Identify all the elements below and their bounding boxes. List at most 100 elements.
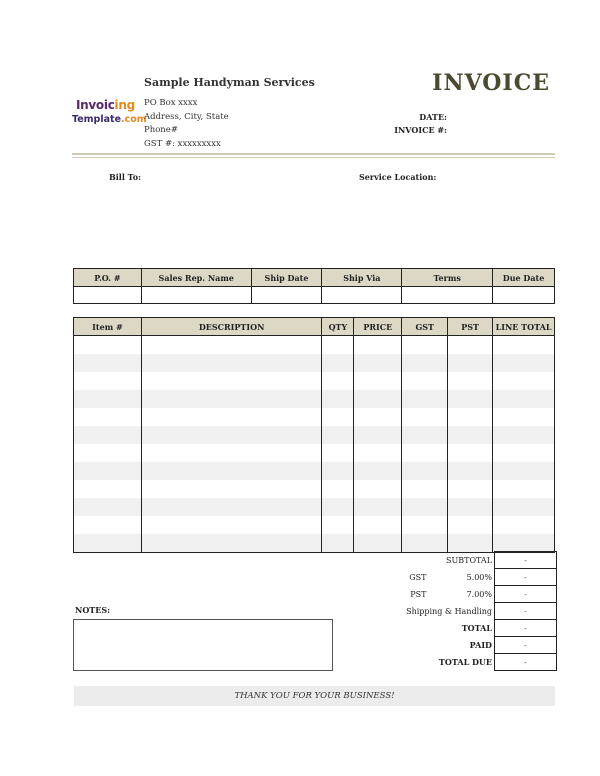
line-total-cell[interactable]: [492, 516, 555, 534]
pst-cell[interactable]: [447, 480, 494, 498]
pst-cell[interactable]: [447, 534, 494, 553]
ship-via-cell[interactable]: [321, 286, 403, 304]
line-total-cell[interactable]: [492, 444, 555, 462]
price-cell[interactable]: [353, 462, 403, 480]
item-cell[interactable]: [73, 516, 142, 534]
sales-rep-cell[interactable]: [140, 286, 252, 304]
pst-cell[interactable]: [447, 354, 494, 372]
price-cell[interactable]: [353, 444, 403, 462]
pst-cell[interactable]: [447, 335, 494, 354]
item-cell[interactable]: [73, 534, 142, 553]
line-total-cell[interactable]: [492, 335, 555, 354]
qty-cell[interactable]: [321, 426, 355, 444]
qty-cell[interactable]: [321, 444, 355, 462]
price-cell[interactable]: [353, 426, 403, 444]
item-cell[interactable]: [73, 372, 142, 390]
line-total-cell[interactable]: [492, 426, 555, 444]
description-cell[interactable]: [140, 390, 323, 408]
gst-cell[interactable]: [401, 390, 449, 408]
line-total-cell[interactable]: [492, 480, 555, 498]
gst-cell[interactable]: [401, 462, 449, 480]
item-cell[interactable]: [73, 335, 142, 354]
qty-cell[interactable]: [321, 480, 355, 498]
gst-cell[interactable]: [401, 426, 449, 444]
ship-date-cell[interactable]: [250, 286, 323, 304]
item-cell[interactable]: [73, 390, 142, 408]
gst-cell[interactable]: [401, 372, 449, 390]
description-cell[interactable]: [140, 462, 323, 480]
qty-cell[interactable]: [321, 498, 355, 516]
description-cell[interactable]: [140, 408, 323, 426]
price-cell[interactable]: [353, 372, 403, 390]
gst-cell[interactable]: [401, 480, 449, 498]
item-cell[interactable]: [73, 462, 142, 480]
pst-label: PST: [410, 589, 427, 599]
pst-cell[interactable]: [447, 426, 494, 444]
line-total-cell[interactable]: [492, 408, 555, 426]
pst-cell[interactable]: [447, 390, 494, 408]
pst-cell[interactable]: [447, 516, 494, 534]
line-total-cell[interactable]: [492, 534, 555, 553]
gst-cell[interactable]: [401, 534, 449, 553]
gst-cell[interactable]: [401, 335, 449, 354]
line-total-cell[interactable]: [492, 498, 555, 516]
price-cell[interactable]: [353, 480, 403, 498]
qty-cell[interactable]: [321, 335, 355, 354]
table-row: [73, 408, 555, 426]
qty-cell[interactable]: [321, 390, 355, 408]
notes-box[interactable]: [73, 619, 333, 671]
item-cell[interactable]: [73, 498, 142, 516]
description-cell[interactable]: [140, 444, 323, 462]
table-row: [73, 516, 555, 534]
po-cell[interactable]: [73, 286, 142, 304]
description-cell[interactable]: [140, 480, 323, 498]
price-cell[interactable]: [353, 498, 403, 516]
price-cell[interactable]: [353, 516, 403, 534]
qty-cell[interactable]: [321, 354, 355, 372]
line-total-cell[interactable]: [492, 354, 555, 372]
pst-cell[interactable]: [447, 372, 494, 390]
item-cell[interactable]: [73, 426, 142, 444]
price-cell[interactable]: [353, 390, 403, 408]
shipping-label: Shipping & Handling: [406, 606, 492, 616]
pst-cell[interactable]: [447, 498, 494, 516]
gst-cell[interactable]: [401, 408, 449, 426]
line-total-cell[interactable]: [492, 372, 555, 390]
description-cell[interactable]: [140, 335, 323, 354]
item-cell[interactable]: [73, 354, 142, 372]
qty-cell[interactable]: [321, 534, 355, 553]
due-date-cell[interactable]: [492, 286, 555, 304]
order-table: P.O. # Sales Rep. Name Ship Date Ship Via Te…: [73, 268, 555, 304]
description-cell[interactable]: [140, 354, 323, 372]
pst-cell[interactable]: [447, 462, 494, 480]
description-cell[interactable]: [140, 426, 323, 444]
description-cell[interactable]: [140, 516, 323, 534]
gst-cell[interactable]: [401, 444, 449, 462]
qty-cell[interactable]: [321, 462, 355, 480]
price-cell[interactable]: [353, 354, 403, 372]
price-cell[interactable]: [353, 534, 403, 553]
logo: Template.com: [72, 114, 147, 125]
item-cell[interactable]: [73, 444, 142, 462]
pst-cell[interactable]: [447, 444, 494, 462]
line-total-cell[interactable]: [492, 390, 555, 408]
price-cell[interactable]: [353, 335, 403, 354]
terms-cell[interactable]: [401, 286, 494, 304]
pst-cell[interactable]: [447, 408, 494, 426]
paid-value: -: [494, 636, 557, 654]
logo-text: Template: [72, 114, 122, 125]
qty-cell[interactable]: [321, 408, 355, 426]
gst-cell[interactable]: [401, 498, 449, 516]
qty-cell[interactable]: [321, 516, 355, 534]
description-cell[interactable]: [140, 498, 323, 516]
qty-cell[interactable]: [321, 372, 355, 390]
gst-cell[interactable]: [401, 354, 449, 372]
item-cell[interactable]: [73, 408, 142, 426]
item-cell[interactable]: [73, 480, 142, 498]
price-cell[interactable]: [353, 408, 403, 426]
description-cell[interactable]: [140, 372, 323, 390]
description-cell[interactable]: [140, 534, 323, 553]
gst-cell[interactable]: [401, 516, 449, 534]
gst-number: GST #: xxxxxxxxx: [144, 139, 221, 149]
line-total-cell[interactable]: [492, 462, 555, 480]
